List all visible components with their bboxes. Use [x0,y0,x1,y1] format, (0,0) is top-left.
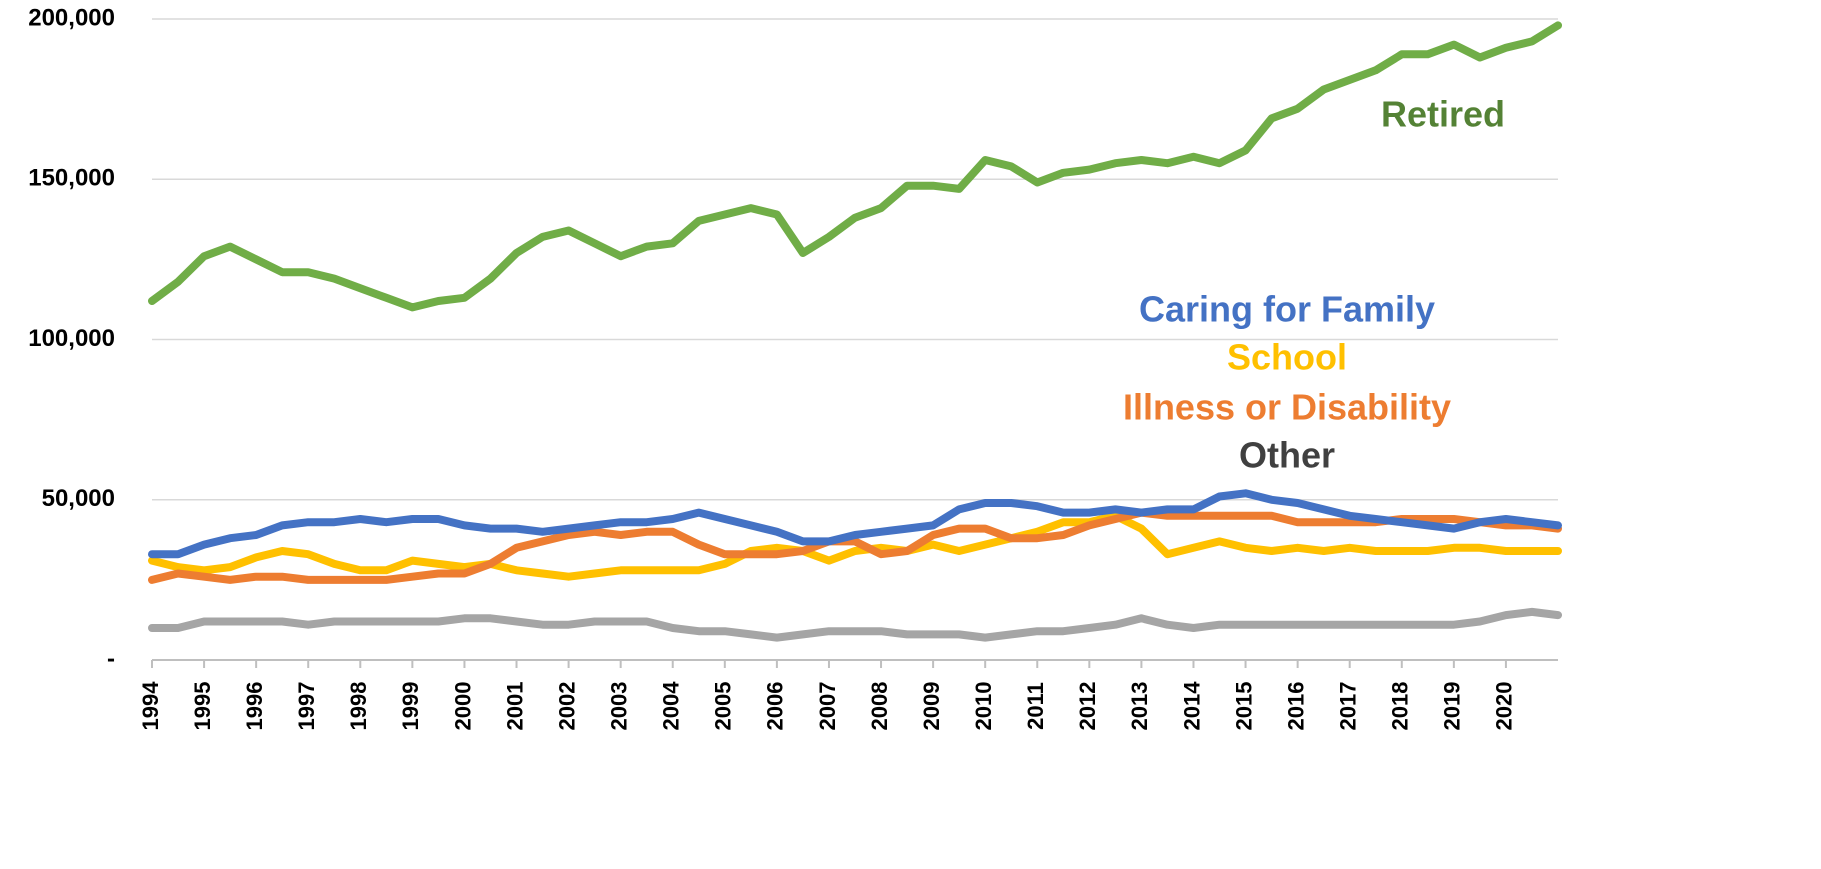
x-tick-label: 2000 [450,682,475,731]
x-tick-label: 2010 [971,682,996,731]
series-label: Illness or Disability [1123,387,1451,428]
x-tick-label: 2018 [1388,682,1413,731]
x-tick-label: 1995 [190,682,215,731]
series-line [148,607,1562,642]
x-tick-label: 1994 [138,681,163,731]
y-tick-label: 100,000 [28,325,115,352]
x-tick-label: 2009 [919,682,944,731]
x-tick-label: 2007 [815,682,840,731]
x-tick-label: 2004 [659,681,684,731]
x-tick-label: 2013 [1127,682,1152,731]
x-tick-label: 2011 [1023,682,1048,730]
x-tick-label: 2020 [1492,682,1517,731]
series-line [148,508,1562,584]
x-tick-label: 2002 [554,682,579,731]
x-tick-label: 2014 [1179,681,1204,731]
x-tick-label: 2008 [867,682,892,731]
series-label: School [1227,337,1347,378]
x-tick-label: 1997 [294,682,319,731]
x-tick-label: 2003 [606,682,631,731]
y-tick-label: 150,000 [28,165,115,192]
series-line [148,21,1562,312]
series-line [148,511,1562,581]
x-tick-label: 2019 [1440,682,1465,731]
y-tick-label: 200,000 [28,4,115,31]
x-tick-label: 2016 [1283,682,1308,731]
series-label: Retired [1381,94,1505,135]
x-tick-label: 1999 [398,682,423,731]
y-tick-label: 50,000 [42,485,115,512]
x-tick-label: 2005 [711,682,736,731]
x-tick-label: 2017 [1336,682,1361,731]
series-line [148,489,1562,559]
y-tick-label: - [107,645,115,672]
series-label: Other [1239,435,1335,476]
series-label: Caring for Family [1139,289,1435,330]
x-tick-label: 1996 [242,682,267,731]
x-tick-label: 1998 [346,682,371,731]
x-tick-label: 2001 [502,682,527,731]
x-tick-label: 2006 [763,682,788,731]
x-tick-label: 2015 [1231,682,1256,731]
x-tick-label: 2012 [1075,682,1100,731]
